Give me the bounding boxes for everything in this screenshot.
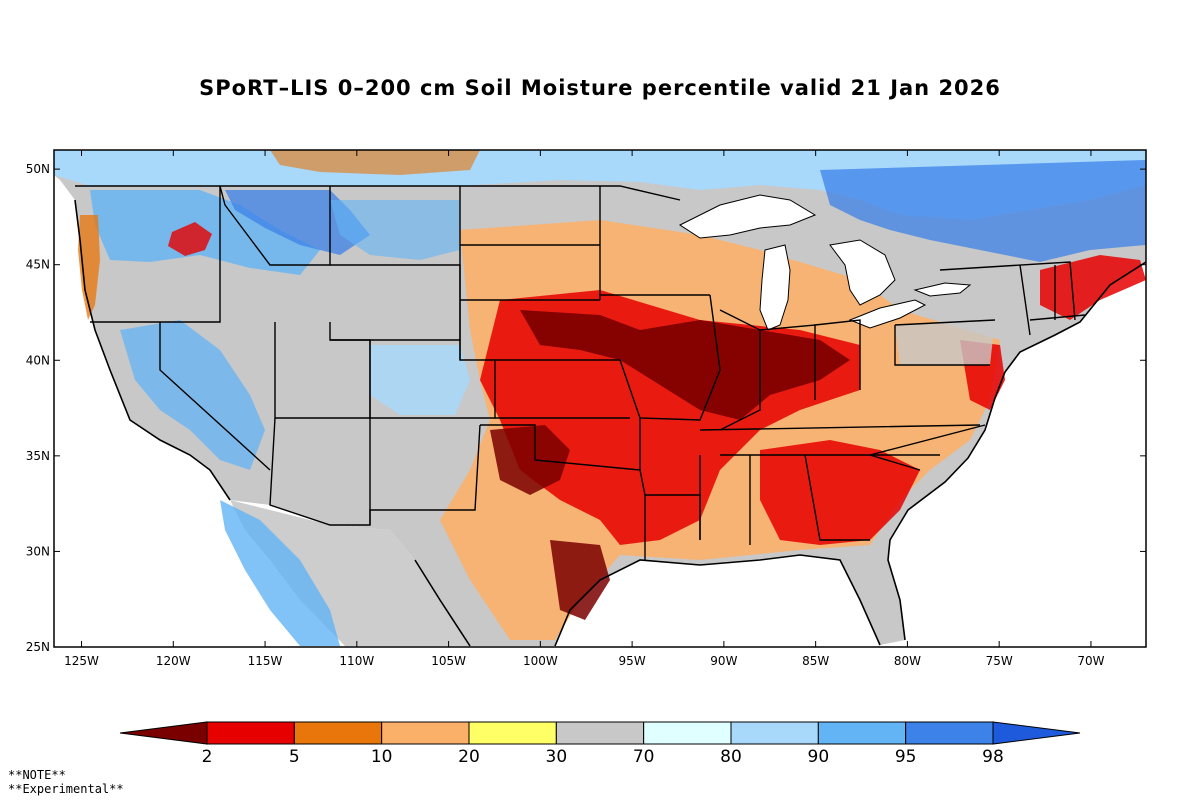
boundary-nv-ca: [159, 322, 271, 471]
new-england-dry: [1040, 255, 1146, 320]
lon-tick-label: 115W: [248, 654, 283, 668]
lake-erie: [848, 299, 927, 329]
mexico-land: [230, 500, 470, 646]
lon-tick-label: 120W: [156, 654, 191, 668]
boundary-id-mt: [219, 185, 331, 266]
baja-wet: [220, 500, 340, 646]
lat-tick-label: 50N: [26, 162, 50, 176]
lat-tick-label: 40N: [26, 353, 50, 367]
lake-huron: [829, 239, 896, 306]
canada-dry-west: [270, 150, 480, 175]
boundary-mn-ia: [599, 186, 710, 300]
lon-tick-label: 75W: [986, 654, 1013, 668]
colorbar-swatch: [468, 721, 557, 745]
colorbar-high-extension: [992, 721, 1081, 745]
boundary-ms-al-ga: [699, 454, 870, 545]
colorbar-label: 30: [546, 747, 568, 767]
boundary-oh: [814, 319, 861, 390]
lake-ontario: [913, 282, 972, 297]
lon-tick-label: 70W: [1077, 654, 1104, 668]
lon-tick-label: 90W: [710, 654, 737, 668]
boundary-nm-tx: [369, 424, 481, 525]
map-body: [54, 150, 1146, 647]
lake-michigan: [759, 244, 791, 331]
colorbar-label: 20: [458, 747, 480, 767]
boundary-pa-ny: [894, 261, 1076, 366]
state-boundaries: [75, 185, 1086, 560]
boundary-carolinas: [869, 424, 986, 471]
boundary-ne-states: [1019, 264, 1086, 336]
boundary-ok: [480, 418, 641, 471]
lon-tick-label: 125W: [64, 654, 99, 668]
boundary-west-1: [90, 186, 221, 323]
lon-tick-label: 95W: [619, 654, 646, 668]
colorbar-label: 5: [289, 747, 300, 767]
idaho-dry-spot: [168, 222, 212, 256]
lake-superior: [678, 194, 817, 239]
montana-wet: [330, 200, 460, 260]
note-line-1: **NOTE**: [8, 768, 66, 782]
boundary-nd-sd: [459, 186, 600, 360]
colorbar-swatch: [817, 721, 907, 745]
lon-tick-label: 105W: [431, 654, 466, 668]
southeast-dry: [760, 440, 920, 545]
colorbar-swatch: [206, 721, 295, 745]
colorbar-label: 2: [202, 747, 213, 767]
boundary-ky-tn: [699, 424, 981, 456]
gulf-coast-extreme-dry: [550, 540, 610, 620]
ohio-valley-grey: [895, 320, 995, 365]
colorbar-swatch: [643, 721, 732, 745]
latitude-axis: 50N 45N 40N 35N 30N 25N: [26, 162, 1146, 654]
texas-extreme-dry: [490, 425, 570, 495]
canada-blue-east: [820, 160, 1146, 262]
lon-tick-label: 85W: [802, 654, 829, 668]
colorbar-label: 80: [720, 747, 742, 767]
pacific-coast-dry: [78, 215, 100, 320]
lat-tick-label: 30N: [26, 544, 50, 558]
boundary-ne-ks: [495, 359, 630, 419]
colorbar-low-extension: [119, 721, 208, 745]
notes: **NOTE** **Experimental**: [8, 768, 124, 796]
longitude-axis: 125W 120W 115W 110W 105W 100W 95W 90W 85W 80W 75W 7…: [64, 150, 1105, 668]
colorbar-swatch: [555, 721, 645, 745]
great-lakes: [678, 194, 972, 331]
colorbar-label: 95: [895, 747, 917, 767]
colorado-wet: [370, 345, 470, 415]
canada-border: [75, 185, 681, 201]
lon-tick-label: 110W: [339, 654, 374, 668]
colorbar-label: 98: [982, 747, 1004, 767]
colorbar-swatch: [730, 721, 819, 745]
colorbar-label: 90: [808, 747, 830, 767]
colorbar-label: 70: [633, 747, 655, 767]
colorbar-swatch: [293, 721, 383, 745]
lon-tick-label: 100W: [523, 654, 558, 668]
lat-tick-label: 35N: [26, 449, 50, 463]
colorbar: 2 5 10 20 30 70 80 90 95 98: [119, 721, 1081, 767]
colorbar-swatch: [381, 721, 470, 745]
colorbar-label: 10: [371, 747, 393, 767]
boundary-mo: [619, 294, 721, 421]
coastline: [74, 199, 1146, 647]
boundary-az-nm: [269, 417, 371, 526]
colorbar-swatch: [905, 721, 994, 745]
lat-tick-label: 45N: [26, 258, 50, 272]
midwest-extreme-dry: [520, 310, 850, 420]
map-title: SPoRT–LIS 0–200 cm Soil Moisture percent…: [199, 76, 1001, 100]
map-frame: [53, 149, 1147, 648]
lon-tick-label: 80W: [894, 654, 921, 668]
note-line-2: **Experimental**: [8, 782, 124, 796]
lat-tick-label: 25N: [26, 640, 50, 654]
